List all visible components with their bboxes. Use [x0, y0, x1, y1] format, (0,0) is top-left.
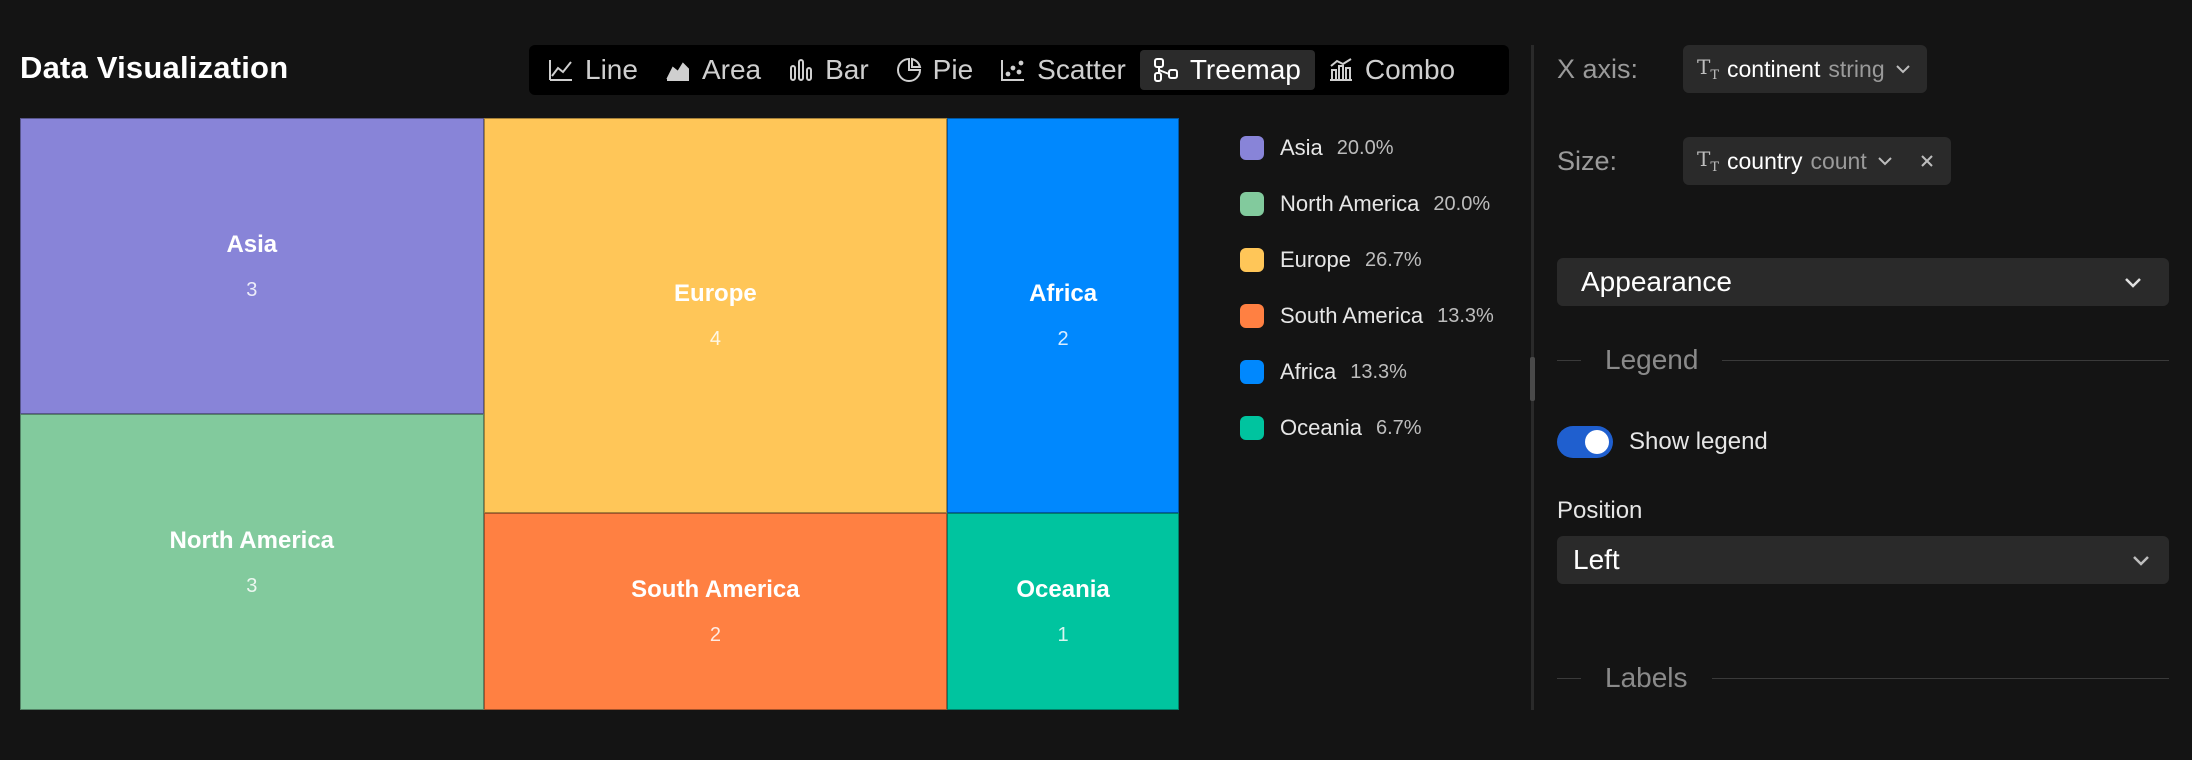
treemap-cell-value: 3 — [246, 574, 258, 597]
tab-label: Area — [701, 54, 762, 85]
legend-percent: 26.7% — [1364, 248, 1422, 271]
resize-handle[interactable] — [1530, 357, 1535, 401]
size-row: Size: TT country count — [1557, 137, 1951, 185]
close-icon[interactable] — [1917, 151, 1937, 171]
chart-legend: Asia 20.0% North America 20.0% Europe 26.7% So… — [1240, 120, 1520, 456]
treemap-icon — [1153, 58, 1178, 82]
treemap-cell-africa[interactable]: Africa 2 — [947, 118, 1179, 513]
size-field-name: country — [1727, 147, 1803, 174]
chevron-down-icon — [1878, 157, 1892, 166]
size-label: Size: — [1557, 145, 1618, 176]
treemap-cell-north-america[interactable]: North America 3 — [20, 414, 484, 710]
legend-swatch — [1240, 360, 1264, 384]
x-axis-row: X axis: TT continent string — [1557, 45, 1927, 93]
chevron-down-icon — [2125, 278, 2141, 288]
treemap-cell-label: Oceania — [1016, 575, 1110, 603]
legend-swatch — [1240, 248, 1264, 272]
size-field-select[interactable]: TT country count — [1683, 137, 1951, 185]
tab-label: Pie — [932, 54, 974, 85]
legend-swatch — [1240, 304, 1264, 328]
treemap-cell-south-america[interactable]: South America 2 — [483, 512, 948, 710]
legend-percent: 13.3% — [1350, 360, 1407, 383]
treemap-cell-label: Africa — [1029, 279, 1098, 307]
legend-name: Oceania — [1280, 415, 1362, 440]
legend-swatch — [1240, 136, 1264, 160]
x-axis-field-name: continent — [1727, 55, 1821, 82]
pie-chart-icon — [896, 57, 921, 82]
treemap-cell-value: 2 — [709, 623, 721, 646]
tab-label: Treemap — [1189, 54, 1301, 85]
position-label: Position — [1557, 497, 1643, 524]
page-title: Data Visualization — [20, 50, 289, 85]
chevron-down-icon — [1895, 65, 1910, 74]
legend-item[interactable]: Europe 26.7% — [1240, 232, 1520, 288]
legend-item[interactable]: Africa 13.3% — [1240, 344, 1520, 400]
treemap-cell-oceania[interactable]: Oceania 1 — [947, 512, 1179, 710]
legend-position-value: Left — [1573, 544, 1620, 575]
text-type-icon: TT — [1697, 55, 1720, 83]
legend-name: North America — [1280, 191, 1420, 216]
tab-label: Scatter — [1037, 54, 1126, 85]
x-axis-field-type: string — [1828, 55, 1885, 82]
tab-combo[interactable]: Combo — [1315, 50, 1469, 90]
legend-name: Africa — [1280, 359, 1337, 384]
tab-area[interactable]: Area — [652, 50, 775, 90]
x-axis-field-select[interactable]: TT continent string — [1683, 45, 1927, 93]
text-type-icon: TT — [1697, 147, 1720, 175]
legend-item[interactable]: South America 13.3% — [1240, 288, 1520, 344]
legend-section-label: Legend — [1605, 344, 1699, 375]
legend-section-header: Legend — [1557, 344, 2169, 376]
legend-item[interactable]: Oceania 6.7% — [1240, 400, 1520, 456]
area-chart-icon — [666, 62, 689, 81]
legend-percent: 13.3% — [1437, 304, 1494, 327]
treemap-cell-value: 1 — [1057, 623, 1069, 646]
labels-section-label: Labels — [1605, 662, 1688, 693]
appearance-dropdown[interactable]: Appearance — [1557, 258, 2169, 306]
tab-label: Line — [585, 54, 638, 85]
treemap-cell-value: 4 — [709, 327, 721, 350]
treemap-cell-europe[interactable]: Europe 4 — [483, 118, 948, 513]
legend-name: Europe — [1280, 247, 1351, 272]
line-chart-icon — [549, 60, 572, 81]
tab-scatter[interactable]: Scatter — [987, 50, 1140, 90]
chart-type-tabs: Line Area Bar Pie Scatter Treemap Combo — [529, 45, 1509, 95]
tab-label: Combo — [1364, 54, 1456, 85]
treemap-cell-value: 2 — [1057, 327, 1069, 350]
bar-chart-icon — [790, 59, 813, 81]
appearance-label: Appearance — [1581, 266, 1733, 297]
treemap-cell-label: South America — [631, 575, 800, 603]
treemap-chart: Asia 3 North America 3 Europe 4 South America 2… — [20, 118, 1179, 710]
treemap-cell-label: Europe — [674, 279, 757, 307]
legend-swatch — [1240, 416, 1264, 440]
tab-line[interactable]: Line — [535, 50, 652, 90]
chevron-down-icon — [2133, 556, 2149, 566]
labels-section-header: Labels — [1557, 662, 2169, 694]
tab-pie[interactable]: Pie — [883, 50, 987, 90]
scatter-chart-icon — [1001, 60, 1025, 81]
show-legend-toggle[interactable] — [1557, 426, 1613, 458]
treemap-cell-label: North America — [169, 526, 335, 554]
combo-chart-icon — [1329, 58, 1352, 81]
treemap-cell-asia[interactable]: Asia 3 — [20, 118, 484, 414]
legend-percent: 20.0% — [1433, 192, 1491, 215]
legend-swatch — [1240, 192, 1264, 216]
tab-treemap[interactable]: Treemap — [1139, 50, 1315, 90]
x-axis-label: X axis: — [1557, 53, 1639, 84]
legend-percent: 6.7% — [1375, 416, 1422, 439]
tab-label: Bar — [825, 54, 869, 85]
legend-percent: 20.0% — [1336, 136, 1394, 159]
show-legend-row: Show legend — [1557, 426, 1768, 458]
legend-name: South America — [1280, 303, 1424, 328]
show-legend-label: Show legend — [1629, 428, 1768, 455]
treemap-cell-value: 3 — [246, 278, 258, 301]
legend-item[interactable]: North America 20.0% — [1240, 176, 1520, 232]
legend-position-select[interactable]: Left — [1557, 536, 2169, 584]
treemap-cell-label: Asia — [226, 230, 278, 258]
size-field-agg: count — [1810, 147, 1867, 174]
legend-name: Asia — [1280, 135, 1323, 160]
legend-item[interactable]: Asia 20.0% — [1240, 120, 1520, 176]
tab-bar[interactable]: Bar — [775, 50, 883, 90]
